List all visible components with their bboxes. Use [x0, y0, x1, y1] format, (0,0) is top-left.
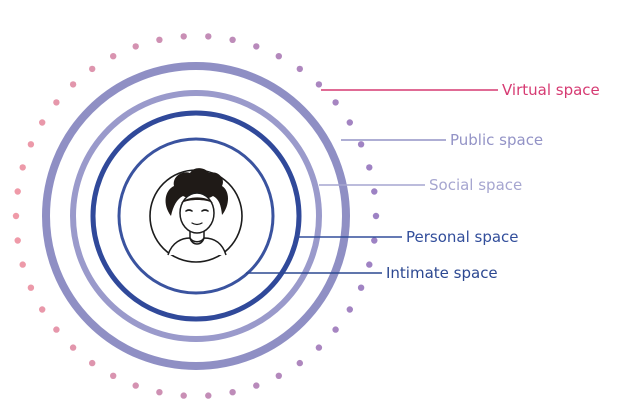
virtual-dot — [27, 141, 35, 148]
virtual-dot — [366, 261, 373, 268]
virtual-dot — [27, 284, 35, 291]
virtual-dot — [205, 33, 212, 40]
virtual-space-ring — [12, 33, 380, 399]
virtual-dot — [346, 119, 353, 126]
virtual-dot — [110, 53, 117, 60]
social-space-ring — [70, 90, 322, 342]
virtual-dot — [275, 53, 282, 60]
virtual-dot — [205, 392, 212, 399]
virtual-dot — [14, 188, 21, 195]
virtual-dot — [229, 389, 236, 396]
public-space-label: Public space — [450, 131, 543, 149]
social-space-label: Social space — [429, 176, 522, 194]
virtual-dot — [14, 237, 21, 244]
virtual-dot — [89, 359, 96, 367]
virtual-dot — [53, 99, 60, 106]
virtual-dot — [332, 99, 339, 106]
personal-space-ring — [90, 110, 302, 322]
virtual-dot — [296, 359, 303, 367]
virtual-dot — [180, 392, 187, 399]
virtual-dot — [371, 188, 378, 195]
virtual-space-label: Virtual space — [502, 81, 600, 99]
virtual-dot — [89, 65, 96, 73]
virtual-dot — [69, 81, 77, 88]
intimate-space-ring — [117, 137, 275, 295]
virtual-dot — [53, 326, 60, 333]
virtual-dot — [366, 164, 373, 171]
virtual-dot — [156, 36, 163, 43]
virtual-dot — [372, 212, 380, 220]
virtual-dot — [12, 212, 20, 220]
virtual-dot — [315, 344, 323, 351]
virtual-dot — [110, 372, 117, 379]
virtual-dot — [275, 372, 282, 379]
virtual-dot — [132, 382, 139, 389]
virtual-dot — [253, 43, 260, 50]
personal-space-label: Personal space — [406, 228, 519, 246]
virtual-dot — [229, 36, 236, 43]
intimate-space-label: Intimate space — [386, 264, 498, 282]
virtual-dot — [19, 164, 26, 171]
virtual-dot — [69, 344, 77, 351]
virtual-dot — [357, 284, 365, 291]
virtual-dot — [19, 261, 26, 268]
virtual-dot — [180, 33, 187, 40]
public-space-ring — [42, 62, 350, 370]
virtual-dot — [39, 306, 46, 313]
virtual-dot — [357, 141, 365, 148]
virtual-dot — [39, 119, 46, 126]
virtual-dot — [253, 382, 260, 389]
person-avatar-icon — [149, 168, 243, 263]
virtual-dot — [132, 43, 139, 50]
virtual-dot — [332, 326, 339, 333]
virtual-dot — [371, 237, 378, 244]
virtual-dot — [156, 389, 163, 396]
virtual-dot — [296, 65, 303, 73]
virtual-dot — [315, 81, 323, 88]
virtual-dot — [346, 306, 353, 313]
